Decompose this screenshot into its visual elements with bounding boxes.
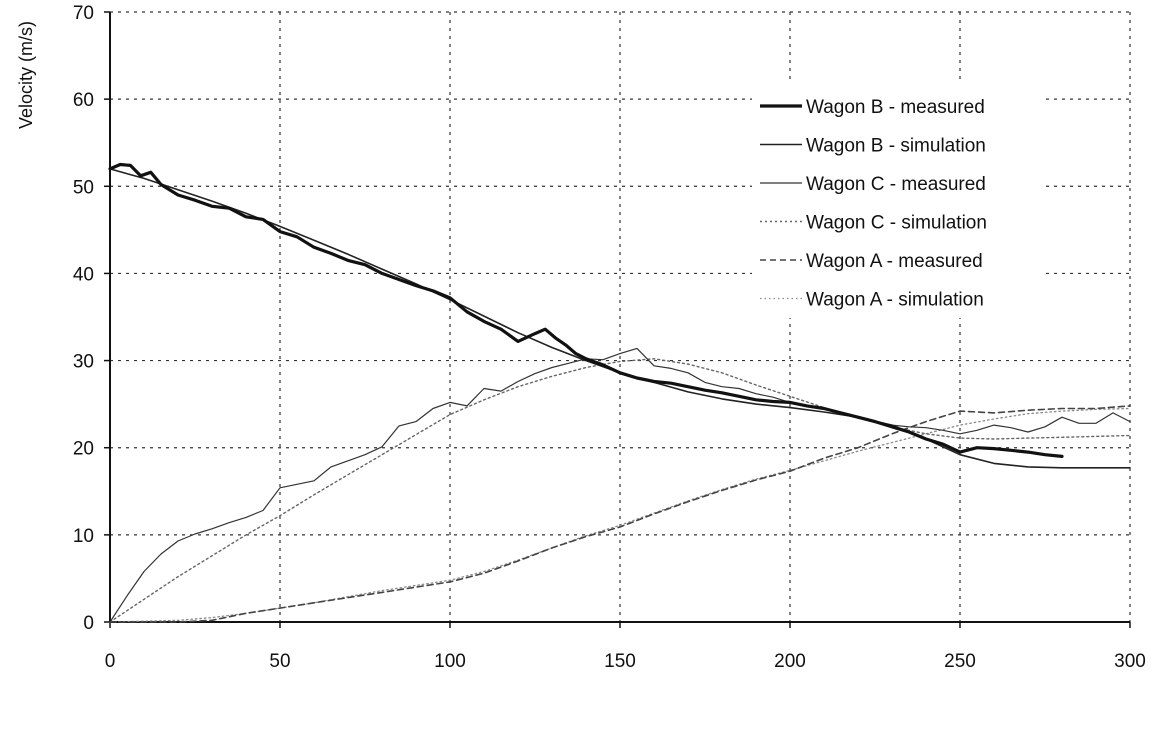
legend-label-2: Wagon C - measured [806,174,986,195]
x-tick-label-50: 50 [269,651,290,672]
series-line-wagon-c-simulation [109,358,1131,623]
x-tick-label-150: 150 [604,651,636,672]
y-tick-label-20: 20 [73,439,94,460]
series-line-wagon-b-measured [108,162,1064,458]
y-tick-label-50: 50 [73,177,94,198]
legend-label-3: Wagon C - simulation [806,213,987,234]
x-tick-label-100: 100 [434,651,466,672]
x-tick-label-300: 300 [1114,651,1146,672]
y-tick-label-0: 0 [83,613,94,634]
legend-label-4: Wagon A - measured [806,251,983,272]
y-axis-title: Velocity (m/s) [16,21,36,129]
x-tick-label-0: 0 [105,651,116,672]
legend-label-5: Wagon A - simulation [806,290,984,311]
y-tick-label-30: 30 [73,352,94,373]
y-tick-label-60: 60 [73,90,94,111]
legend-box [752,84,1042,318]
legend-label-1: Wagon B - simulation [806,136,986,157]
series-line-wagon-a-measured [109,405,1131,623]
y-tick-label-70: 70 [73,3,94,24]
x-tick-label-250: 250 [944,651,976,672]
y-tick-label-10: 10 [73,526,94,547]
tick-labels: 0 10 20 30 40 50 60 70 0 50 100 150 200 250 300 [73,3,1146,672]
legend-label-0: Wagon B - measured [806,97,985,118]
series-lines [108,162,1131,623]
legend: Wagon B - measured Wagon B - simulation Wa… [752,84,1042,318]
y-tick-label-40: 40 [73,264,94,285]
series-line-wagon-c-measured [109,347,1131,623]
x-tick-label-200: 200 [774,651,806,672]
